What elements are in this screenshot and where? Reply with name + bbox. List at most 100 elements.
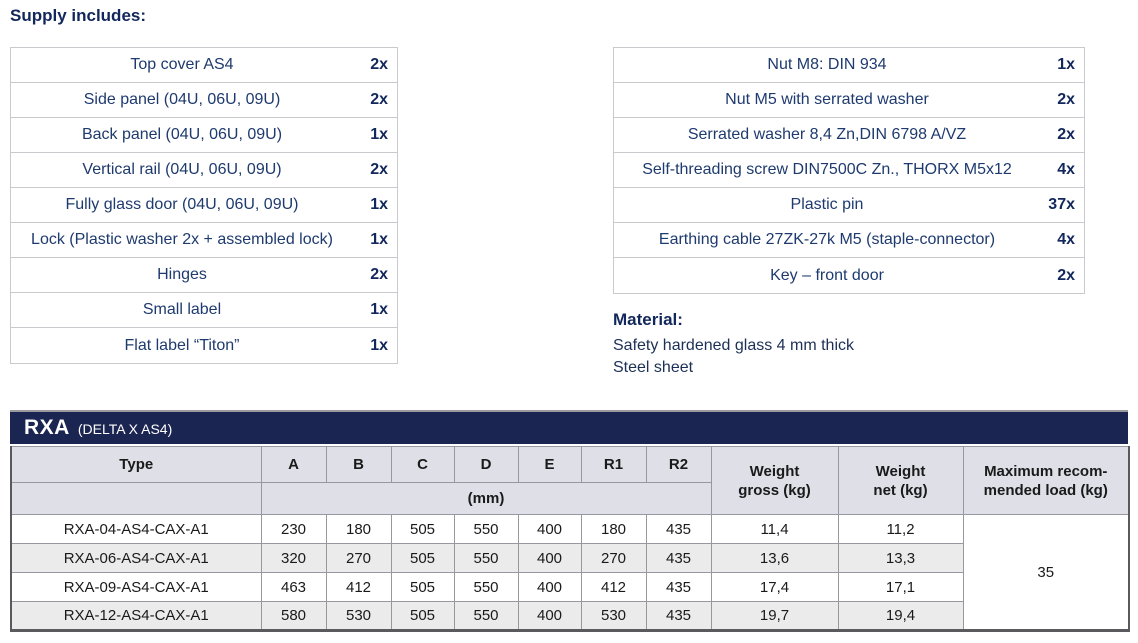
cell-d: 550 — [453, 514, 519, 544]
rxa-title-bar: RXA (DELTA X AS4) — [10, 412, 1128, 446]
supply-item-qty: 1x — [370, 301, 388, 318]
col-header-d: D — [453, 446, 519, 483]
supply-item-name: Flat label “Titon” — [124, 336, 240, 354]
material-line: Safety hardened glass 4 mm thick — [613, 337, 855, 354]
cell-e: 400 — [517, 543, 582, 573]
supply-row: Nut M5 with serrated washer 2x — [614, 83, 1084, 118]
supply-row: Key – front door 2x — [614, 258, 1084, 293]
rxa-spec-section: RXA (DELTA X AS4) Type A B C D E R1 R2 W… — [10, 410, 1130, 632]
supply-row: Flat label “Titon” 1x — [11, 328, 397, 363]
supply-item-qty: 2x — [370, 266, 388, 283]
material-heading: Material: — [613, 310, 683, 329]
supply-item-name: Plastic pin — [790, 196, 864, 213]
col-header-weight-net: Weight net (kg) — [837, 446, 964, 515]
supply-item-qty: 2x — [370, 161, 388, 178]
supply-row: Serrated washer 8,4 Zn,DIN 6798 A/VZ 2x — [614, 118, 1084, 153]
table-row: RXA-12-AS4-CAX-A1 580 530 505 550 400 53… — [10, 601, 1129, 631]
supply-item-name: Self-threading screw DIN7500C Zn., THORX… — [642, 161, 1012, 178]
cell-weight-net: 19,4 — [837, 601, 964, 631]
supply-row: Hinges 2x — [11, 258, 397, 293]
supply-item-name: Vertical rail (04U, 06U, 09U) — [82, 161, 282, 178]
rxa-series-subtitle: (DELTA X AS4) — [77, 421, 173, 437]
supply-item-qty: 2x — [370, 56, 388, 73]
table-row: RXA-06-AS4-CAX-A1 320 270 505 550 400 27… — [10, 543, 1129, 573]
supply-includes-heading: Supply includes: — [10, 6, 147, 25]
cell-weight-net: 17,1 — [837, 572, 964, 602]
supply-item-name: Serrated washer 8,4 Zn,DIN 6798 A/VZ — [687, 126, 967, 143]
cell-weight-net: 13,3 — [837, 543, 964, 573]
cell-r2: 435 — [645, 514, 712, 544]
supply-item-qty: 2x — [1057, 91, 1075, 108]
material-line: Steel sheet — [613, 359, 694, 376]
supply-item-name: Nut M5 with serrated washer — [725, 91, 929, 108]
supply-item-name: Side panel (04U, 06U, 09U) — [83, 91, 281, 108]
cell-c: 505 — [390, 543, 455, 573]
supply-item-qty: 2x — [1057, 126, 1075, 143]
col-header-b: B — [325, 446, 392, 483]
supply-item-name: Key – front door — [770, 266, 884, 284]
cell-c: 505 — [390, 601, 455, 631]
supply-row: Self-threading screw DIN7500C Zn., THORX… — [614, 153, 1084, 188]
cell-e: 400 — [517, 514, 582, 544]
supply-row: Small label 1x — [11, 293, 397, 328]
supply-item-name: Nut M8: DIN 934 — [767, 56, 887, 73]
supply-row: Back panel (04U, 06U, 09U) 1x — [11, 118, 397, 153]
supply-item-qty: 4x — [1057, 231, 1075, 248]
unit-header-cell: (mm) — [260, 482, 712, 515]
supply-item-name: Top cover AS4 — [130, 56, 234, 73]
supply-item-qty: 4x — [1057, 161, 1075, 178]
supply-item-qty: 1x — [370, 196, 388, 213]
supply-row: Side panel (04U, 06U, 09U) 2x — [11, 83, 397, 118]
cell-b: 412 — [325, 572, 392, 602]
supply-item-name: Lock (Plastic washer 2x + assembled lock… — [31, 231, 333, 248]
supply-item-qty: 2x — [370, 91, 388, 108]
cell-r2: 435 — [645, 601, 712, 631]
cell-r2: 435 — [645, 572, 712, 602]
supply-table-right: Nut M8: DIN 934 1x Nut M5 with serrated … — [613, 47, 1085, 294]
col-header-weight-gross: Weight gross (kg) — [710, 446, 839, 515]
cell-d: 550 — [453, 601, 519, 631]
col-header-max-load: Maximum recom- mended load (kg) — [962, 446, 1130, 515]
col-header-type: Type — [10, 446, 262, 483]
supply-item-qty: 2x — [1057, 266, 1075, 284]
cell-type: RXA-12-AS4-CAX-A1 — [10, 601, 262, 631]
supply-item-qty: 1x — [370, 126, 388, 143]
cell-a: 463 — [260, 572, 327, 602]
cell-b: 270 — [325, 543, 392, 573]
cell-r1: 530 — [580, 601, 647, 631]
table-row: RXA-09-AS4-CAX-A1 463 412 505 550 400 41… — [10, 572, 1129, 602]
col-header-r1: R1 — [580, 446, 647, 483]
cell-max-load: 35 — [962, 514, 1130, 631]
cell-r1: 270 — [580, 543, 647, 573]
cell-c: 505 — [390, 514, 455, 544]
cell-weight-net: 11,2 — [837, 514, 964, 544]
supply-row: Plastic pin 37x — [614, 188, 1084, 223]
cell-weight-gross: 13,6 — [710, 543, 839, 573]
supply-row: Lock (Plastic washer 2x + assembled lock… — [11, 223, 397, 258]
cell-d: 550 — [453, 543, 519, 573]
material-block: Material: Safety hardened glass 4 mm thi… — [613, 310, 854, 379]
col-header-a: A — [260, 446, 327, 483]
supply-row: Top cover AS4 2x — [11, 48, 397, 83]
cell-r1: 180 — [580, 514, 647, 544]
cell-type: RXA-06-AS4-CAX-A1 — [10, 543, 262, 573]
cell-r2: 435 — [645, 543, 712, 573]
supply-item-name: Fully glass door (04U, 06U, 09U) — [65, 196, 299, 213]
supply-row: Earthing cable 27ZK-27k M5 (staple-conne… — [614, 223, 1084, 258]
supply-item-qty: 1x — [370, 336, 388, 354]
rxa-spec-table: Type A B C D E R1 R2 Weight gross (kg) W… — [10, 446, 1130, 632]
supply-item-name: Hinges — [157, 266, 207, 283]
cell-c: 505 — [390, 572, 455, 602]
supply-row: Fully glass door (04U, 06U, 09U) 1x — [11, 188, 397, 223]
cell-weight-gross: 19,7 — [710, 601, 839, 631]
supply-item-name: Back panel (04U, 06U, 09U) — [81, 126, 283, 143]
cell-b: 530 — [325, 601, 392, 631]
cell-b: 180 — [325, 514, 392, 544]
empty-header-cell — [10, 482, 262, 515]
col-header-r2: R2 — [645, 446, 712, 483]
supply-item-qty: 1x — [370, 231, 388, 248]
supply-item-qty: 37x — [1048, 196, 1075, 213]
cell-type: RXA-09-AS4-CAX-A1 — [10, 572, 262, 602]
cell-e: 400 — [517, 572, 582, 602]
cell-e: 400 — [517, 601, 582, 631]
